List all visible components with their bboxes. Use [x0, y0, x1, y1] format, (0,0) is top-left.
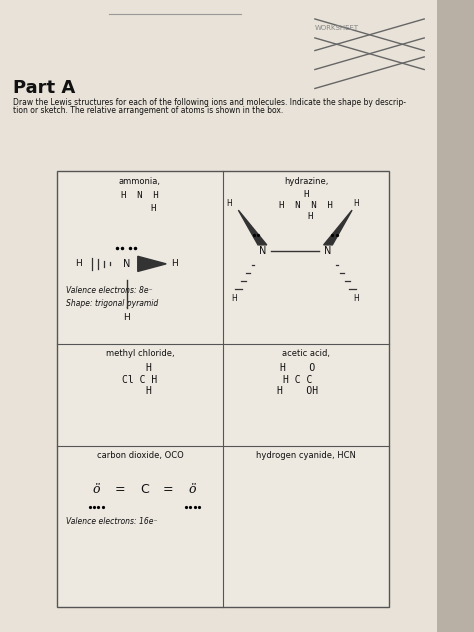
Text: H: H — [150, 204, 156, 212]
Text: N: N — [324, 246, 332, 256]
Text: H: H — [354, 199, 359, 209]
Polygon shape — [238, 210, 267, 245]
Text: acetic acid,: acetic acid, — [282, 349, 330, 358]
Text: =: = — [163, 483, 173, 496]
Text: N: N — [123, 259, 130, 269]
Text: N: N — [259, 246, 266, 256]
Text: H: H — [303, 190, 309, 198]
Text: Part A: Part A — [13, 79, 75, 97]
Polygon shape — [138, 257, 166, 272]
Text: H    OH: H OH — [277, 386, 318, 396]
Text: =: = — [115, 483, 126, 496]
Text: hydrazine,: hydrazine, — [284, 177, 328, 186]
Text: Shape: trigonal pyramid: Shape: trigonal pyramid — [65, 299, 158, 308]
Text: H  N  N  H: H N N H — [279, 201, 333, 210]
Polygon shape — [324, 210, 352, 245]
Text: Draw the Lewis structures for each of the following ions and molecules. Indicate: Draw the Lewis structures for each of th… — [13, 98, 406, 107]
Text: Cl C H: Cl C H — [122, 375, 157, 385]
Text: carbon dioxide, OCO: carbon dioxide, OCO — [97, 451, 183, 459]
Text: Valence electrons: 16e⁻: Valence electrons: 16e⁻ — [65, 517, 157, 526]
Text: WORKSHEET: WORKSHEET — [315, 25, 359, 31]
Text: H: H — [123, 313, 130, 322]
Text: H: H — [354, 294, 359, 303]
Text: hydrogen cyanide, HCN: hydrogen cyanide, HCN — [256, 451, 356, 459]
Text: H: H — [146, 386, 152, 396]
Text: H    O: H O — [280, 363, 315, 374]
Text: ö: ö — [189, 483, 196, 496]
Text: methyl chloride,: methyl chloride, — [106, 349, 174, 358]
Text: H: H — [146, 363, 152, 374]
Text: H: H — [75, 259, 82, 269]
Bar — [57, 171, 389, 607]
Text: ammonia,: ammonia, — [119, 177, 161, 186]
Text: ö: ö — [92, 483, 100, 496]
Text: tion or sketch. The relative arrangement of atoms is shown in the box.: tion or sketch. The relative arrangement… — [13, 106, 283, 115]
Text: H: H — [172, 259, 178, 269]
Text: H  N  H: H N H — [121, 191, 159, 200]
Text: H C C: H C C — [283, 375, 312, 385]
Text: Valence electrons: 8e⁻: Valence electrons: 8e⁻ — [65, 286, 152, 295]
Text: H: H — [227, 199, 232, 209]
Text: H: H — [231, 294, 237, 303]
Text: C: C — [140, 483, 149, 496]
Text: H: H — [308, 212, 313, 221]
